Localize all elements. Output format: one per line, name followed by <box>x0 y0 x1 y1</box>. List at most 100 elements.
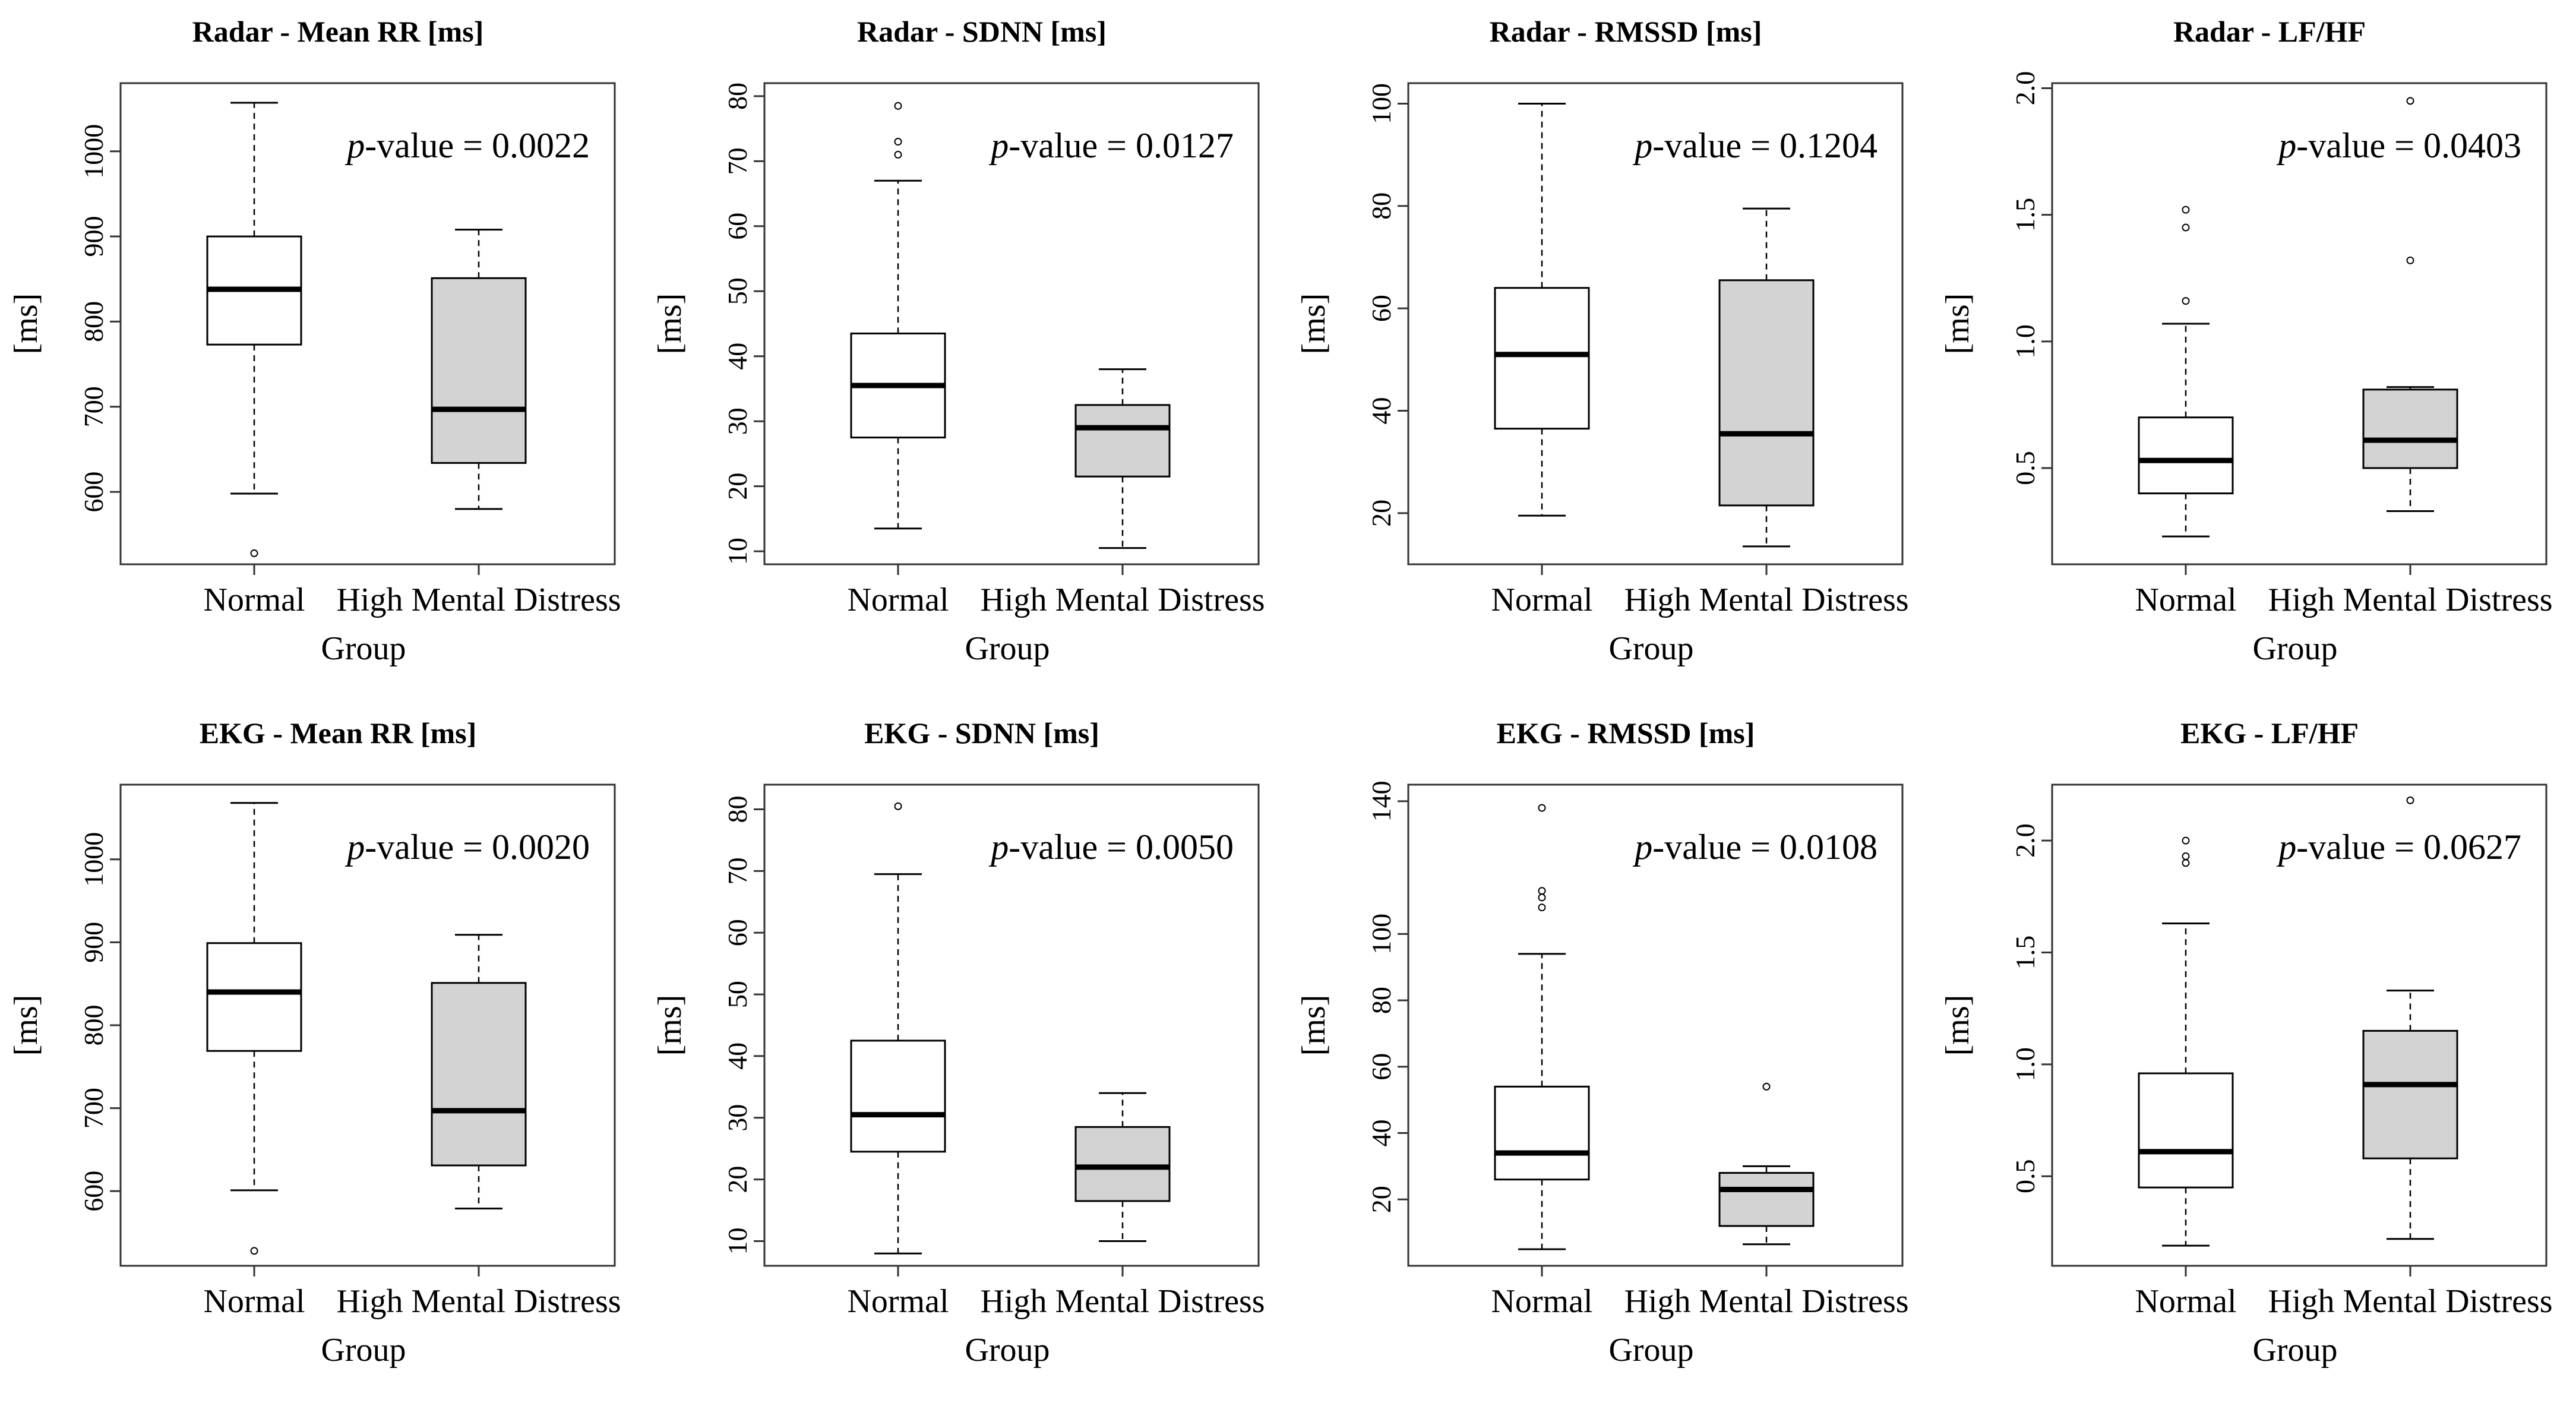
boxplot-svg: Radar - LF/HF 0.5 1.0 1.5 2.0 [ms] Normal High … <box>1939 15 2553 667</box>
y-tick-label: 600 <box>78 1171 109 1212</box>
boxplot-svg: Radar - RMSSD [ms] 20 40 60 80 100 [ms] Normal H… <box>1295 15 1909 667</box>
chart-panel-8: EKG - LF/HF 0.5 1.0 1.5 2.0 [ms] Normal High Me… <box>1932 702 2575 1403</box>
box-high-mental-distress <box>2362 97 2458 512</box>
chart-panel-2: Radar - SDNN [ms] 10 20 30 40 50 60 70 80 [ms] Nor… <box>644 0 1288 702</box>
iqr-box <box>431 277 527 464</box>
chart-title: Radar - LF/HF <box>2173 15 2366 48</box>
y-tick-label: 10 <box>722 1227 753 1255</box>
boxplot-svg: EKG - SDNN [ms] 10 20 30 40 50 60 70 80 [ms] Norma… <box>652 716 1265 1369</box>
y-tick-label: 700 <box>78 386 109 427</box>
p-value-annotation: p-value = 0.1204 <box>1632 126 1878 165</box>
y-axis-label: [ms] <box>652 293 688 355</box>
box-high-mental-distress <box>1074 368 1171 549</box>
p-value-symbol: p <box>2276 126 2296 165</box>
x-axis-label: Group <box>965 630 1050 667</box>
chart-panel-7: EKG - RMSSD [ms] 20 40 60 80 100 140 [ms] Normal… <box>1288 702 1932 1403</box>
x-category-normal: Normal <box>203 1283 305 1320</box>
box-normal <box>206 102 302 557</box>
y-axis-label: [ms] <box>1939 293 1976 355</box>
iqr-box <box>2362 1029 2458 1159</box>
y-tick-label: 800 <box>78 301 109 342</box>
chart-panel-3: Radar - RMSSD [ms] 20 40 60 80 100 [ms] Normal H… <box>1288 0 1932 702</box>
chart-panel-4: Radar - LF/HF 0.5 1.0 1.5 2.0 [ms] Normal High … <box>1932 0 2575 702</box>
p-value-text: -value = 0.0020 <box>365 827 590 867</box>
outlier-point <box>2182 297 2190 305</box>
p-value-text: -value = 0.0127 <box>1009 126 1234 165</box>
outlier-point <box>2182 206 2190 214</box>
box-high-mental-distress <box>1718 1082 1815 1246</box>
y-tick-label: 30 <box>722 1104 753 1132</box>
box-high-mental-distress <box>431 934 527 1210</box>
x-category-normal: Normal <box>203 582 305 618</box>
y-tick-label: 60 <box>1366 295 1396 322</box>
y-tick-label: 40 <box>1366 1120 1396 1147</box>
iqr-box <box>431 982 527 1167</box>
p-value-annotation: p-value = 0.0403 <box>2276 126 2521 165</box>
plot-frame <box>763 82 1260 565</box>
y-tick-label: 80 <box>722 796 753 823</box>
y-tick-label: 2.0 <box>2010 71 2040 106</box>
x-axis-label: Group <box>2252 630 2337 667</box>
y-tick-label: 1.5 <box>2010 198 2040 232</box>
chart-title: Radar - RMSSD [ms] <box>1490 15 1762 48</box>
iqr-box <box>1718 279 1815 507</box>
outlier-point <box>2406 796 2414 804</box>
p-value-text: -value = 0.0627 <box>2296 827 2521 867</box>
box-high-mental-distress <box>1718 207 1815 548</box>
outlier-point <box>250 549 258 557</box>
p-value-symbol: p <box>1632 827 1652 867</box>
box-normal <box>2138 836 2234 1247</box>
chart-title: EKG - RMSSD [ms] <box>1497 716 1755 750</box>
y-axis-label: [ms] <box>8 995 45 1056</box>
y-tick-label: 80 <box>722 83 753 110</box>
y-axis-label: [ms] <box>652 995 688 1056</box>
outlier-point <box>2182 852 2190 861</box>
y-tick-label: 800 <box>78 1005 109 1046</box>
x-category-high-mental-distress: High Mental Distress <box>336 582 621 618</box>
iqr-box <box>1494 287 1590 430</box>
outlier-point <box>1538 887 1546 895</box>
y-tick-label: 60 <box>722 919 753 946</box>
y-tick-label: 2.0 <box>2010 823 2040 858</box>
x-category-normal: Normal <box>2135 582 2236 618</box>
box-normal <box>1494 102 1590 517</box>
x-axis-label: Group <box>321 630 406 667</box>
plot-frame <box>763 783 1260 1267</box>
chart-title: EKG - Mean RR [ms] <box>200 716 477 750</box>
y-tick-label: 40 <box>1366 397 1396 424</box>
x-axis-label: Group <box>965 1332 1050 1369</box>
y-tick-label: 1.0 <box>2010 1047 2040 1082</box>
x-category-high-mental-distress: High Mental Distress <box>1624 1283 1908 1320</box>
y-tick-label: 70 <box>722 857 753 884</box>
x-category-high-mental-distress: High Mental Distress <box>1624 582 1908 618</box>
outlier-point <box>894 102 902 110</box>
p-value-symbol: p <box>988 126 1009 165</box>
p-value-symbol: p <box>2276 827 2296 867</box>
outlier-point <box>894 138 902 146</box>
y-tick-label: 60 <box>1366 1053 1396 1080</box>
x-category-high-mental-distress: High Mental Distress <box>2268 1283 2552 1320</box>
y-tick-label: 50 <box>722 277 753 305</box>
p-value-symbol: p <box>1632 126 1652 165</box>
plot-frame <box>119 82 616 565</box>
y-tick-label: 140 <box>1366 781 1396 821</box>
box-normal <box>850 802 946 1255</box>
y-tick-label: 20 <box>1366 500 1396 527</box>
outlier-point <box>894 150 902 159</box>
chart-title: Radar - SDNN [ms] <box>857 15 1107 48</box>
outlier-point <box>2182 836 2190 845</box>
x-category-high-mental-distress: High Mental Distress <box>980 1283 1265 1320</box>
y-tick-label: 1000 <box>78 832 109 887</box>
y-tick-label: 1.0 <box>2010 324 2040 359</box>
y-tick-label: 20 <box>1366 1186 1396 1213</box>
x-axis-label: Group <box>1608 1332 1693 1369</box>
x-category-normal: Normal <box>2135 1283 2236 1320</box>
p-value-annotation: p-value = 0.0020 <box>344 827 590 867</box>
iqr-box <box>2138 1072 2234 1189</box>
plot-frame <box>2051 783 2547 1267</box>
chart-panel-6: EKG - SDNN [ms] 10 20 30 40 50 60 70 80 [ms] Norma… <box>644 702 1288 1403</box>
p-value-annotation: p-value = 0.0022 <box>344 126 590 165</box>
y-tick-label: 80 <box>1366 987 1396 1014</box>
iqr-box <box>1718 1172 1815 1227</box>
